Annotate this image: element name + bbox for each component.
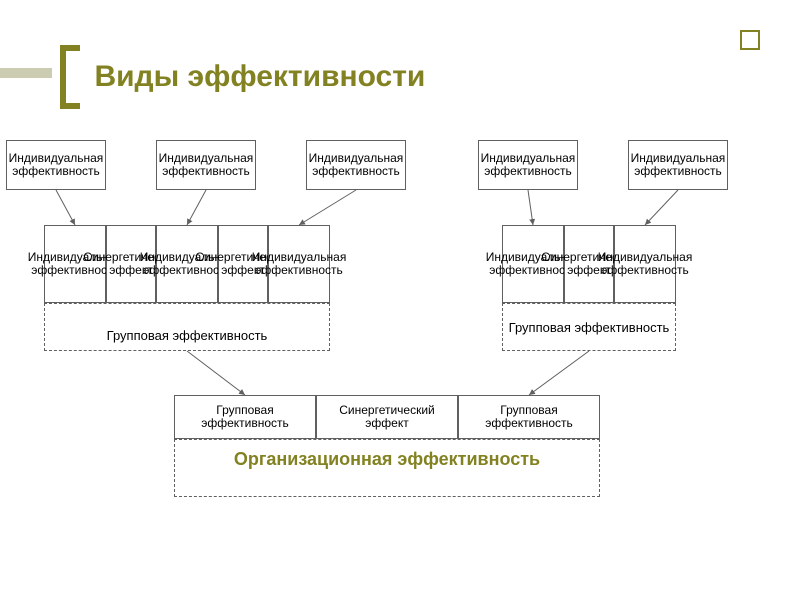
top-box-4: Индивидуальная эффективность [628,140,728,190]
bottom-box-2: Групповая эффективность [458,395,600,439]
arrow-3 [528,190,533,225]
bracket-icon [60,45,80,109]
group-left-label: Групповая эффективность [44,328,330,343]
arrow-5 [187,351,245,395]
mid-right-box-2: Индивидуальная эффективность [614,225,676,303]
top-box-1: Индивидуальная эффективность [156,140,256,190]
page-title: Виды эффективности [94,60,425,94]
arrow-1 [187,190,206,225]
decoration-bar [0,68,52,78]
org-label: Организационная эффективность [174,449,600,470]
top-box-2: Индивидуальная эффективность [306,140,406,190]
bottom-box-0: Групповая эффективность [174,395,316,439]
arrow-4 [645,190,678,225]
top-box-3: Индивидуальная эффективность [478,140,578,190]
bottom-box-1: Синергетический эффект [316,395,458,439]
accent-square-icon [740,30,760,50]
arrow-2 [299,190,356,225]
group-left-dashed [44,303,330,351]
top-box-0: Индивидуальная эффективность [6,140,106,190]
arrow-6 [529,351,589,395]
arrow-0 [56,190,75,225]
title-block: Виды эффективности [60,45,425,109]
group-right-label: Групповая эффективность [502,320,676,335]
mid-left-box-4: Индивидуальная эффективность [268,225,330,303]
